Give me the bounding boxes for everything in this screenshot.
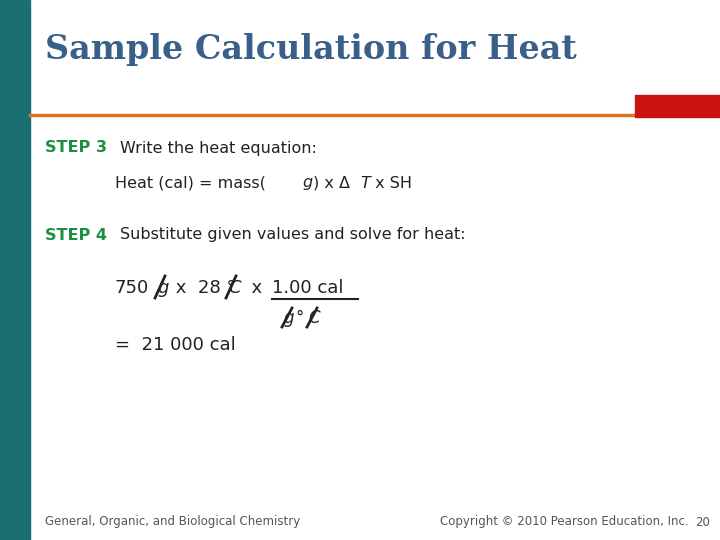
Text: x: x: [240, 279, 262, 297]
Text: Copyright © 2010 Pearson Education, Inc.: Copyright © 2010 Pearson Education, Inc.: [440, 516, 688, 529]
Text: General, Organic, and Biological Chemistry: General, Organic, and Biological Chemist…: [45, 516, 300, 529]
Text: Write the heat equation:: Write the heat equation:: [120, 140, 317, 156]
Text: =  21 000 cal: = 21 000 cal: [115, 336, 235, 354]
Text: Sample Calculation for Heat: Sample Calculation for Heat: [45, 33, 577, 66]
Bar: [0, 0, 30, 540]
Text: 750: 750: [115, 279, 149, 297]
Text: C: C: [228, 279, 240, 297]
Text: ) x Δ: ) x Δ: [313, 176, 355, 191]
Bar: [635, 95, 720, 117]
Text: STEP 3: STEP 3: [45, 140, 107, 156]
Text: Heat (cal) = mass(: Heat (cal) = mass(: [115, 176, 266, 191]
Text: x SH: x SH: [370, 176, 412, 191]
Text: °: °: [295, 309, 303, 327]
Text: 1.00 cal: 1.00 cal: [272, 279, 343, 297]
Text: x  28 °: x 28 °: [170, 279, 235, 297]
Text: g: g: [157, 279, 168, 297]
Text: g: g: [302, 176, 312, 191]
Text: STEP 4: STEP 4: [45, 227, 107, 242]
Text: Substitute given values and solve for heat:: Substitute given values and solve for he…: [120, 227, 466, 242]
Text: 20: 20: [695, 516, 710, 529]
Text: g: g: [283, 309, 294, 327]
Text: C: C: [308, 309, 320, 327]
Text: T: T: [360, 176, 370, 191]
